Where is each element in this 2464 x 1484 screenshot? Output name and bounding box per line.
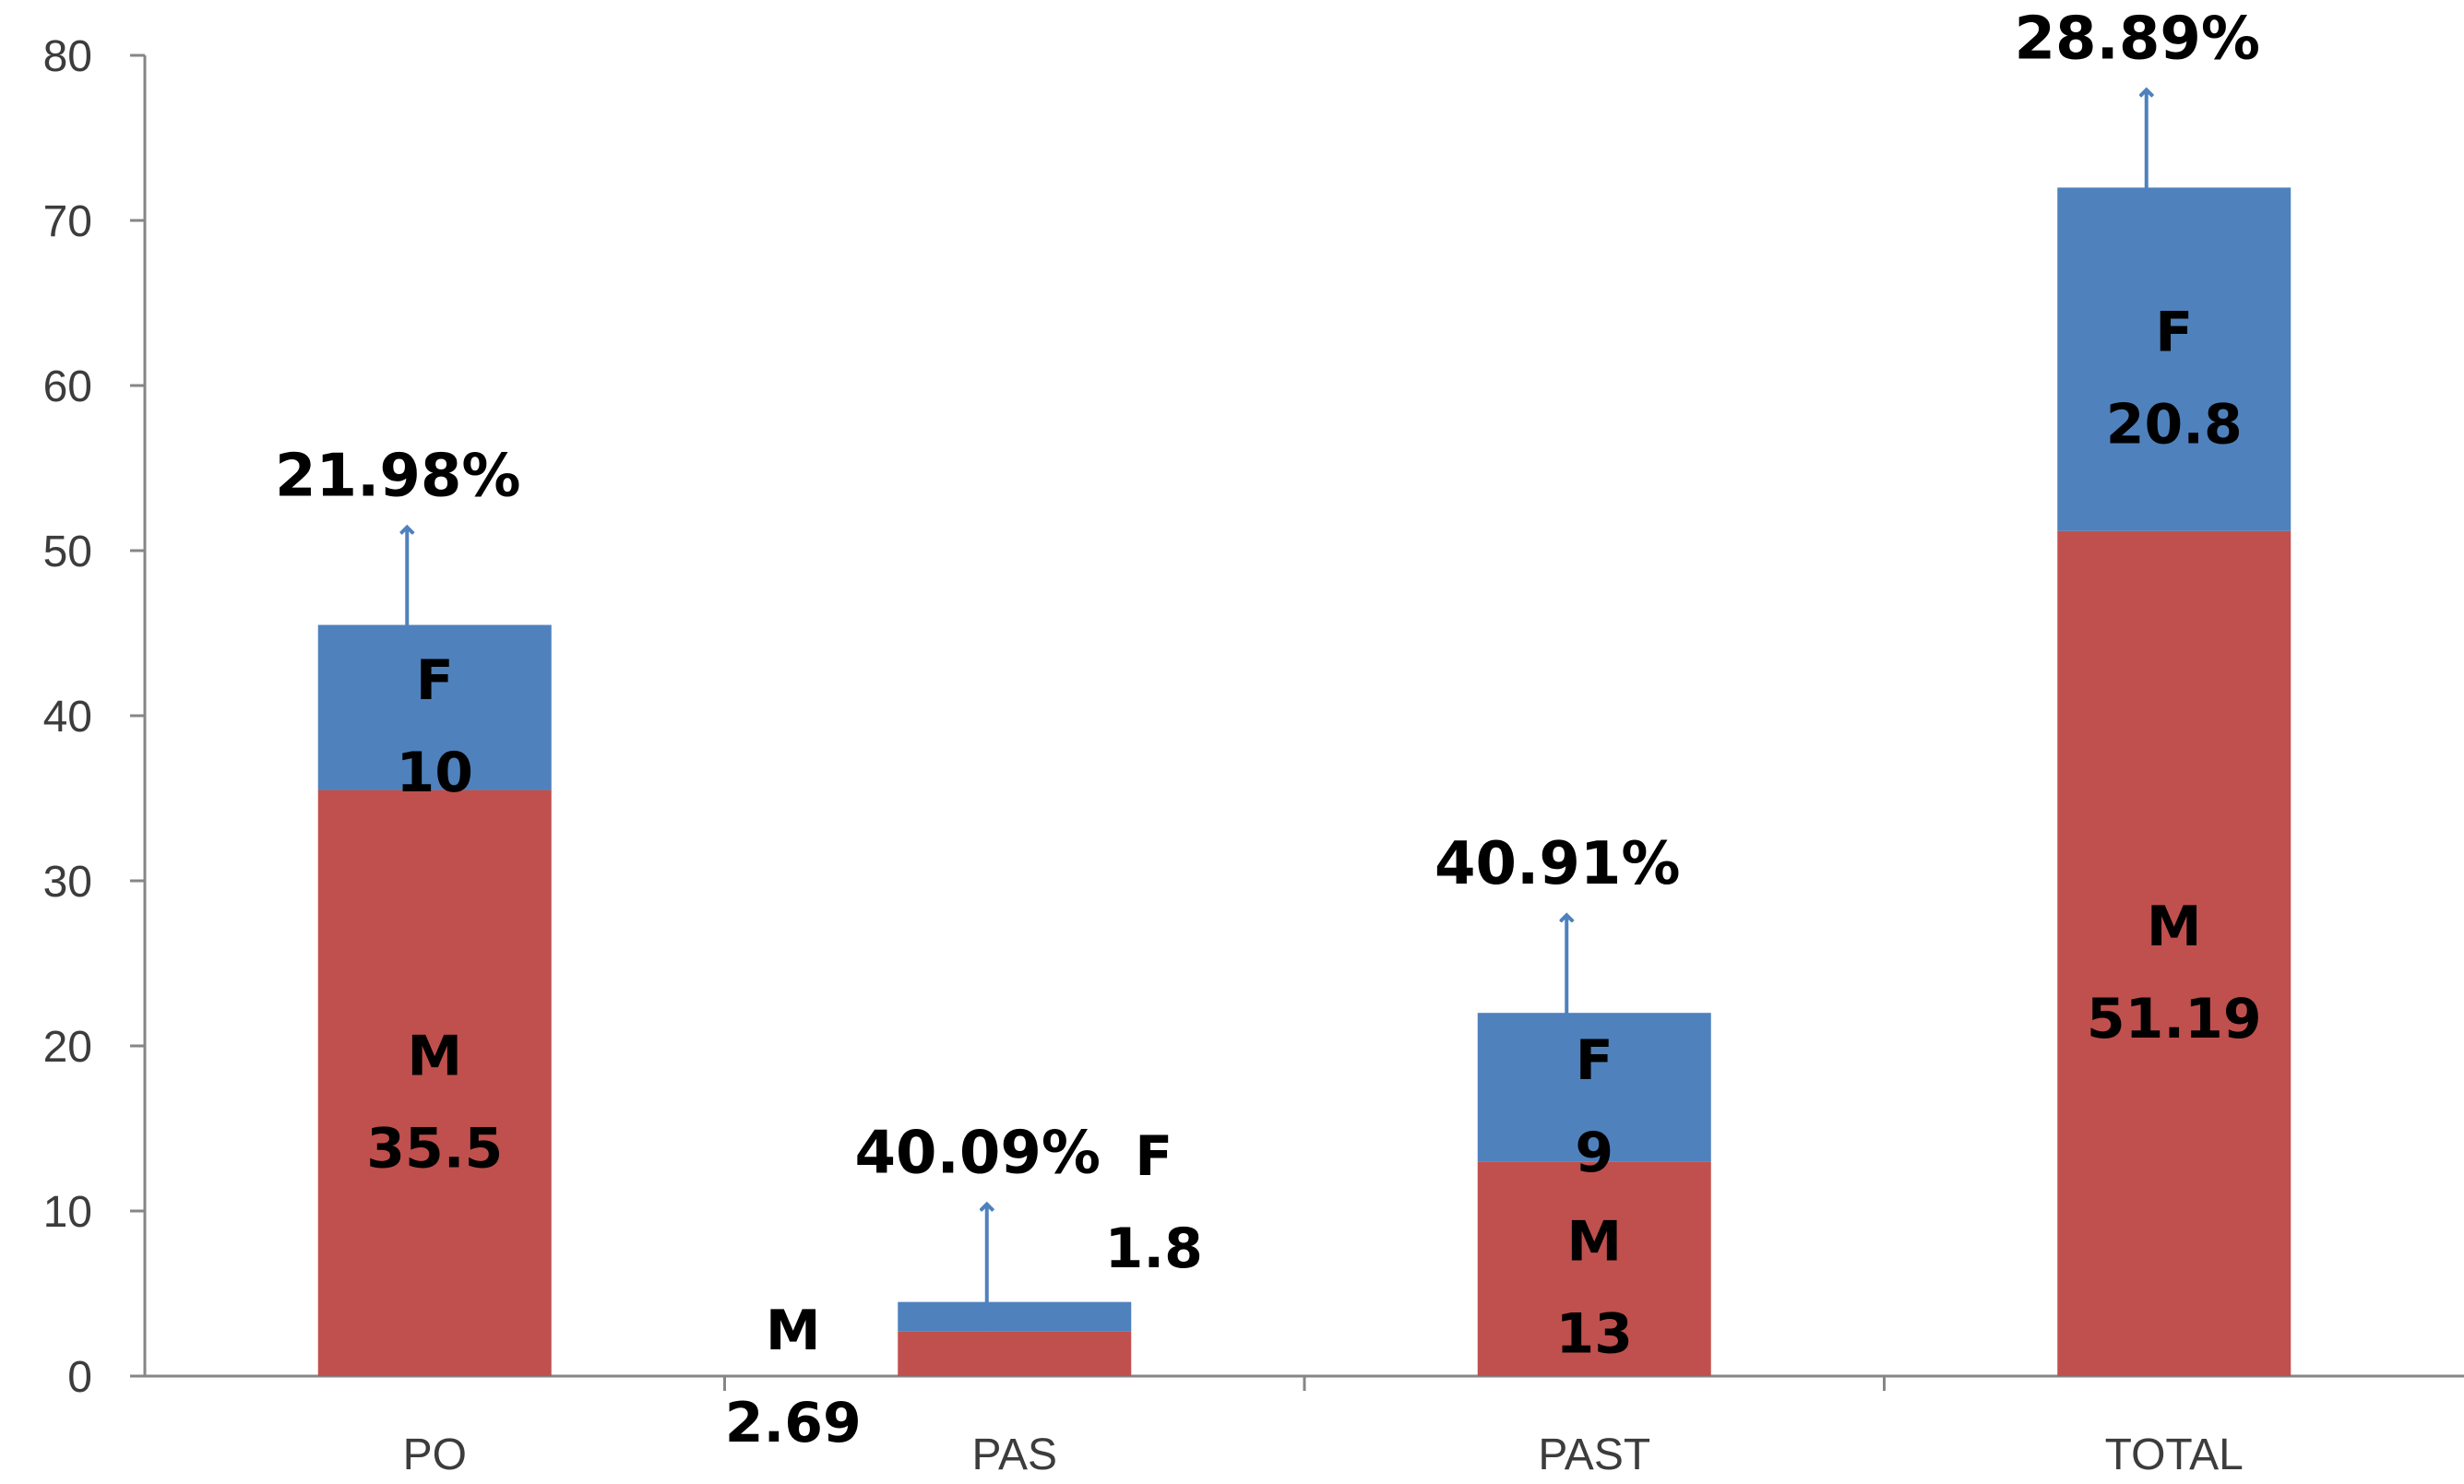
x-category-label: PO xyxy=(403,1431,467,1479)
segment-value-m: 2.69 xyxy=(725,1391,862,1455)
segment-value-f: 1.8 xyxy=(1105,1217,1203,1281)
y-axis-ticks: 0 10 20 30 40 50 60 70 80 xyxy=(43,32,145,1402)
segment-series-letter-m: M xyxy=(2147,895,2202,959)
female-percent-label: 40.09% xyxy=(854,1120,1101,1188)
segment-value-f: 9 xyxy=(1575,1121,1613,1185)
y-tick-label: 40 xyxy=(43,693,92,742)
bar-segment-f xyxy=(898,1301,1132,1332)
annotations: M 35.5 F 10 21.98% M 2.69 F 1.840.09% M 13 F 9 40.91%… xyxy=(275,5,2262,1455)
segment-value-m: 51.19 xyxy=(2087,987,2262,1051)
y-tick-label: 60 xyxy=(43,362,92,411)
x-axis-ticks: PO PAS PAST TOTAL xyxy=(403,1376,2244,1479)
y-tick-label: 10 xyxy=(43,1188,92,1237)
segment-series-letter-m: M xyxy=(407,1024,462,1088)
bar-segment-m xyxy=(2057,530,2291,1376)
bar-segment-f xyxy=(317,624,552,790)
segment-series-letter-f: F xyxy=(1135,1124,1172,1189)
segment-series-letter-f: F xyxy=(2155,301,2193,365)
segment-value-f: 20.8 xyxy=(2106,393,2243,457)
segment-series-letter-m: M xyxy=(1566,1210,1622,1275)
bar-segment-m xyxy=(1477,1161,1711,1376)
y-tick-label: 30 xyxy=(43,858,92,907)
y-tick-label: 20 xyxy=(43,1023,92,1072)
y-tick-label: 80 xyxy=(43,32,92,81)
y-tick-label: 70 xyxy=(43,197,92,246)
bar-segment-m xyxy=(898,1331,1132,1376)
x-category-label: TOTAL xyxy=(2105,1431,2244,1479)
y-tick-label: 0 xyxy=(67,1353,92,1402)
segment-series-letter-f: F xyxy=(416,648,454,713)
bar-segment-m xyxy=(317,789,552,1376)
segment-series-letter-f: F xyxy=(1576,1028,1613,1093)
x-category-label: PAS xyxy=(972,1431,1057,1479)
bar-segment-f xyxy=(2057,187,2291,531)
x-category-label: PAST xyxy=(1538,1431,1650,1479)
y-tick-label: 50 xyxy=(43,528,92,576)
bar-segment-f xyxy=(1477,1013,1711,1162)
segment-value-m: 35.5 xyxy=(366,1116,503,1181)
female-percent-label: 28.89% xyxy=(2014,5,2260,73)
female-percent-label: 21.98% xyxy=(275,443,521,511)
bars xyxy=(317,187,2291,1376)
segment-value-m: 13 xyxy=(1556,1302,1634,1367)
segment-series-letter-m: M xyxy=(766,1299,821,1363)
segment-value-f: 10 xyxy=(397,741,474,805)
female-percent-label: 40.91% xyxy=(1434,830,1681,898)
